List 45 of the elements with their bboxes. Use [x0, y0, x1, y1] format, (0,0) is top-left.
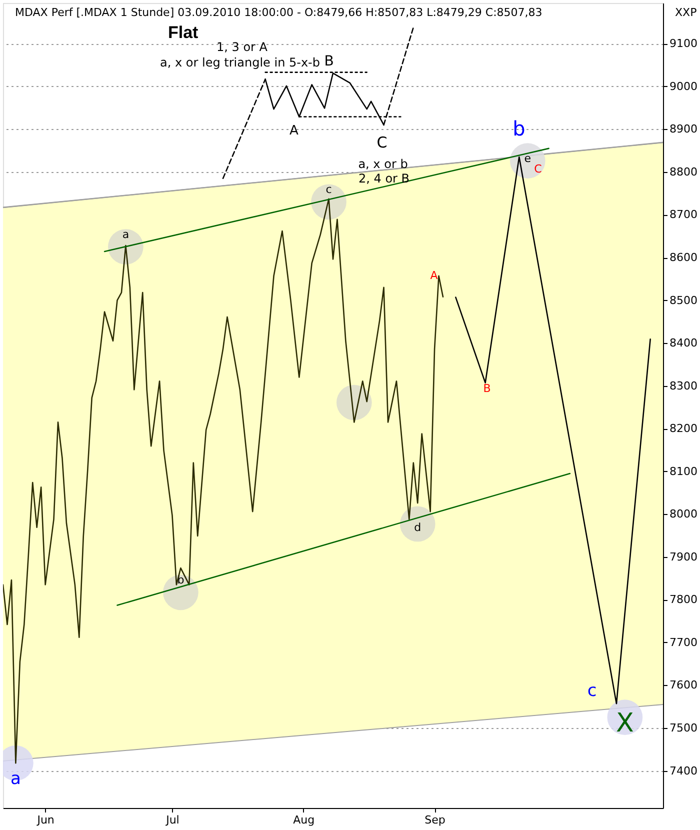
x-tick-label: Jun	[36, 814, 54, 826]
data-label: a	[10, 769, 21, 790]
annotation: c	[587, 681, 597, 702]
y-tick-label: 7600	[670, 678, 698, 692]
data-label: d	[414, 520, 422, 534]
data-label: c	[326, 182, 332, 196]
y-tick-label: 8200	[670, 422, 698, 436]
point	[400, 506, 436, 542]
data-label: e	[524, 152, 532, 165]
chart-title: MDAX Perf [.MDAX 1 Stunde] 03.09.2010 18:00:00 - O:8479,66 H:8507,83 L:8479,29 C:8507,83	[15, 6, 542, 19]
y-tick-label: 7500	[670, 722, 698, 735]
line-series	[3, 198, 444, 764]
annotation: a, x or b	[358, 156, 408, 171]
y-tick-label: 8500	[670, 294, 698, 307]
y-tick-label: 7800	[670, 593, 698, 606]
y-tick-label: 8000	[670, 508, 698, 521]
data-label: a	[122, 228, 130, 241]
y-tick-label: 8900	[670, 122, 698, 136]
annotation: A	[290, 124, 299, 139]
y-axis-title: XXP	[675, 6, 698, 19]
x-tick-label: Aug	[293, 814, 315, 826]
line-series	[455, 156, 651, 704]
y-tick-label: 7700	[670, 636, 698, 649]
y-tick-label: 8100	[670, 464, 698, 478]
y-tick-label: 8400	[670, 336, 698, 350]
annotation: B	[483, 382, 491, 395]
annotation: A	[430, 268, 438, 282]
y-tick-label: 8600	[670, 251, 698, 264]
x-tick-label: Sep	[424, 814, 446, 826]
y-tick-label: 9000	[670, 80, 698, 93]
annotation: C	[534, 162, 542, 176]
y-tick-label: 8700	[670, 208, 698, 222]
text: Flat	[168, 23, 199, 42]
y-tick-label: 8800	[670, 165, 698, 178]
annotation: 1, 3 or A	[216, 40, 268, 54]
y-tick-label: 9100	[670, 37, 698, 50]
y-tick-label: 7400	[670, 764, 698, 778]
annotation: a, x or leg triangle in 5-x-b	[160, 55, 320, 70]
y-tick-label: 8300	[670, 379, 698, 392]
annotation: B	[324, 53, 334, 70]
x-tick-label: Jul	[165, 814, 180, 826]
annotation: C	[376, 133, 388, 152]
data-label: X	[616, 708, 634, 738]
y-tick-label: 7900	[670, 550, 698, 564]
annotation: b	[512, 116, 526, 141]
